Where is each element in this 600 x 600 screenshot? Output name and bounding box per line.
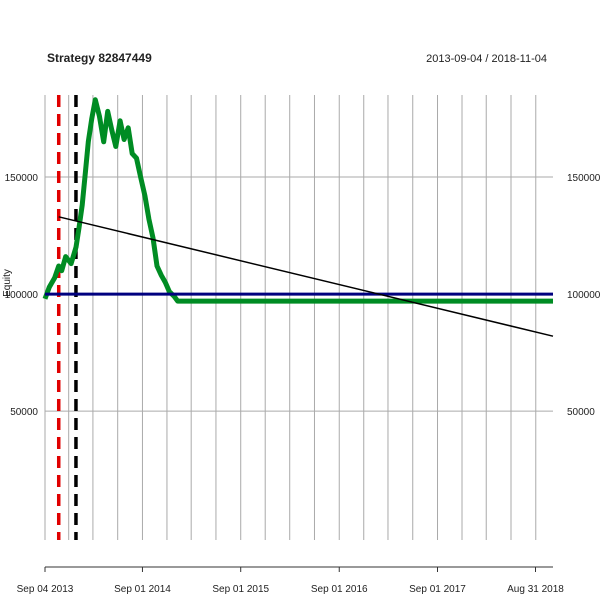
y-tick-label-right: 100000 — [567, 290, 600, 301]
chart-title: Strategy 82847449 — [47, 51, 152, 65]
x-tick-label: Sep 01 2016 — [311, 584, 368, 595]
y-axis-label: Equity — [2, 269, 13, 297]
y-tick-label-left: 50000 — [10, 407, 38, 418]
y-tick-label-right: 150000 — [567, 173, 600, 184]
x-tick-label: Sep 01 2017 — [409, 584, 466, 595]
x-tick-label: Sep 01 2015 — [212, 584, 269, 595]
equity-line — [42, 97, 553, 304]
y-tick-label-left: 100000 — [5, 290, 39, 301]
x-tick-label: Sep 01 2014 — [114, 584, 171, 595]
date-range: 2013-09-04 / 2018-11-04 — [426, 53, 547, 65]
x-tick-label: Sep 04 2013 — [17, 584, 74, 595]
x-tick-label: Aug 31 2018 — [507, 584, 564, 595]
y-tick-label-right: 50000 — [567, 407, 595, 418]
tick-labels: 50000 50000 100000 100000 150000 150000 Sep 04… — [5, 173, 600, 595]
grid — [44, 95, 553, 540]
y-tick-label-left: 150000 — [5, 173, 39, 184]
trend-line — [58, 216, 554, 337]
chart-marks — [42, 95, 554, 540]
